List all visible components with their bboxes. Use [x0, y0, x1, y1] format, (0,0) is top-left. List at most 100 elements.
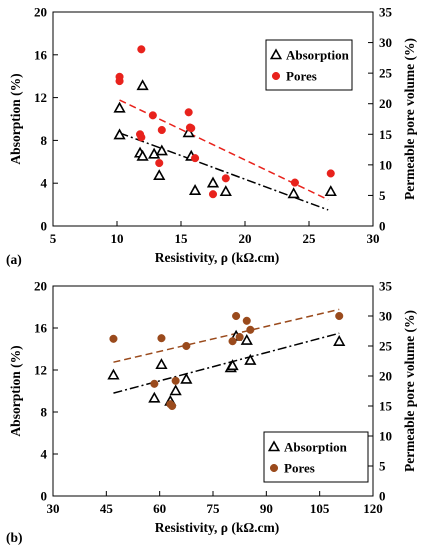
legend-label: Absorption [286, 48, 350, 63]
data-point-pores [182, 341, 191, 351]
y2-tick-label: 5 [379, 459, 386, 474]
data-point-pores [157, 334, 166, 343]
data-point-absorption [113, 101, 126, 113]
data-point-absorption [155, 358, 168, 370]
legend-marker-pores [269, 463, 279, 473]
panel-label: (a) [6, 252, 22, 267]
panel-label: (b) [6, 530, 23, 545]
y2-axis-label: Permeable pore volume (%) [402, 310, 417, 472]
y2-tick-label: 20 [379, 369, 392, 384]
data-point-absorption [226, 359, 239, 371]
data-point-pores [187, 124, 196, 133]
data-point-pores [191, 154, 200, 163]
data-point-absorption [206, 176, 220, 188]
y-tick-label: 12 [34, 90, 47, 105]
data-point-absorption [113, 128, 126, 140]
data-point-absorption [136, 79, 149, 91]
data-point-pores [235, 332, 244, 342]
data-point-pores [326, 169, 335, 178]
x-tick-label: 20 [239, 231, 252, 246]
legend-box [265, 39, 353, 91]
trendline-absorption [113, 332, 340, 394]
y2-tick-label: 10 [379, 157, 392, 172]
data-point-pores [109, 334, 118, 343]
y-tick-label: 16 [34, 321, 48, 336]
data-point-pores [157, 125, 166, 135]
y2-tick-label: 25 [379, 339, 393, 354]
data-point-pores [221, 174, 230, 183]
data-point-absorption [136, 149, 149, 161]
y2-axis-label: Permeable pore volume (%) [402, 38, 417, 200]
chart-panel-1: 5 10 15 20 25 3004812162005101520253035Resist… [6, 5, 417, 268]
data-point-pores [228, 337, 237, 346]
y-axis-label: Absorption (%) [8, 73, 23, 164]
chart-panel-2: 30 45 60 75 90 105 12004812162005101520253035R… [6, 279, 417, 546]
plot-frame [52, 11, 374, 227]
data-point-pores [168, 401, 177, 411]
y-tick-label: 0 [41, 219, 48, 234]
x-tick-label: 10 [111, 231, 124, 246]
legend-label: Pores [284, 461, 315, 476]
y2-tick-label: 35 [379, 5, 393, 20]
y2-tick-label: 35 [379, 279, 393, 294]
trendline-pores [113, 308, 340, 363]
legend-box [263, 431, 369, 483]
legend-marker-pores [271, 71, 281, 81]
data-point-absorption [188, 184, 202, 195]
y2-tick-label: 20 [379, 96, 392, 111]
data-point-pores [171, 376, 180, 385]
data-point-pores [150, 379, 159, 388]
legend: Absorption Pores [263, 431, 369, 483]
data-point-pores [246, 325, 255, 334]
data-point-pores [335, 311, 344, 321]
x-tick-label: 5 [50, 231, 57, 246]
legend-marker-absorption [269, 48, 283, 60]
y-tick-label: 8 [41, 133, 48, 148]
data-point-pores [155, 158, 164, 168]
data-point-pores [137, 45, 146, 54]
y-tick-label: 20 [34, 5, 47, 20]
legend: Absorption Pores [265, 39, 353, 91]
y2-tick-label: 15 [379, 399, 393, 414]
y2-tick-label: 30 [379, 35, 392, 50]
y2-tick-label: 10 [379, 429, 392, 444]
x-tick-label: 90 [260, 501, 273, 516]
y-tick-label: 12 [34, 363, 47, 378]
data-point-pores [232, 311, 241, 321]
x-tick-label: 30 [367, 231, 380, 246]
x-tick-label: 45 [100, 501, 114, 516]
data-point-pores [137, 133, 146, 142]
y-tick-label: 8 [41, 405, 48, 420]
data-point-absorption [324, 185, 337, 197]
data-point-absorption [153, 169, 166, 181]
data-point-pores [148, 111, 157, 120]
data-point-pores [290, 178, 299, 187]
x-tick-label: 75 [207, 501, 221, 516]
y2-tick-label: 5 [379, 188, 386, 203]
y-tick-label: 4 [41, 176, 48, 191]
y2-tick-label: 0 [379, 489, 386, 504]
y-tick-label: 20 [34, 279, 47, 294]
y2-tick-label: 30 [379, 309, 392, 324]
x-tick-label: 25 [303, 231, 317, 246]
data-point-absorption [244, 353, 257, 365]
y2-tick-label: 0 [379, 219, 386, 234]
data-point-pores [242, 316, 251, 325]
legend-marker-absorption [267, 440, 281, 452]
x-tick-label: 15 [175, 231, 189, 246]
x-axis-label: Resistivity, ρ (kΩ.cm) [155, 520, 280, 535]
data-point-pores [184, 108, 193, 117]
data-point-pores [208, 190, 218, 199]
y2-tick-label: 25 [379, 66, 393, 81]
data-point-absorption [333, 335, 346, 346]
data-point-absorption [148, 147, 161, 159]
y-tick-label: 16 [34, 47, 48, 62]
y-tick-label: 4 [41, 447, 48, 462]
legend-label: Absorption [284, 440, 348, 455]
x-tick-label: 30 [47, 501, 60, 516]
x-tick-label: 120 [363, 501, 383, 516]
x-tick-label: 105 [310, 501, 330, 516]
y2-tick-label: 15 [379, 127, 393, 142]
x-tick-label: 60 [153, 501, 166, 516]
